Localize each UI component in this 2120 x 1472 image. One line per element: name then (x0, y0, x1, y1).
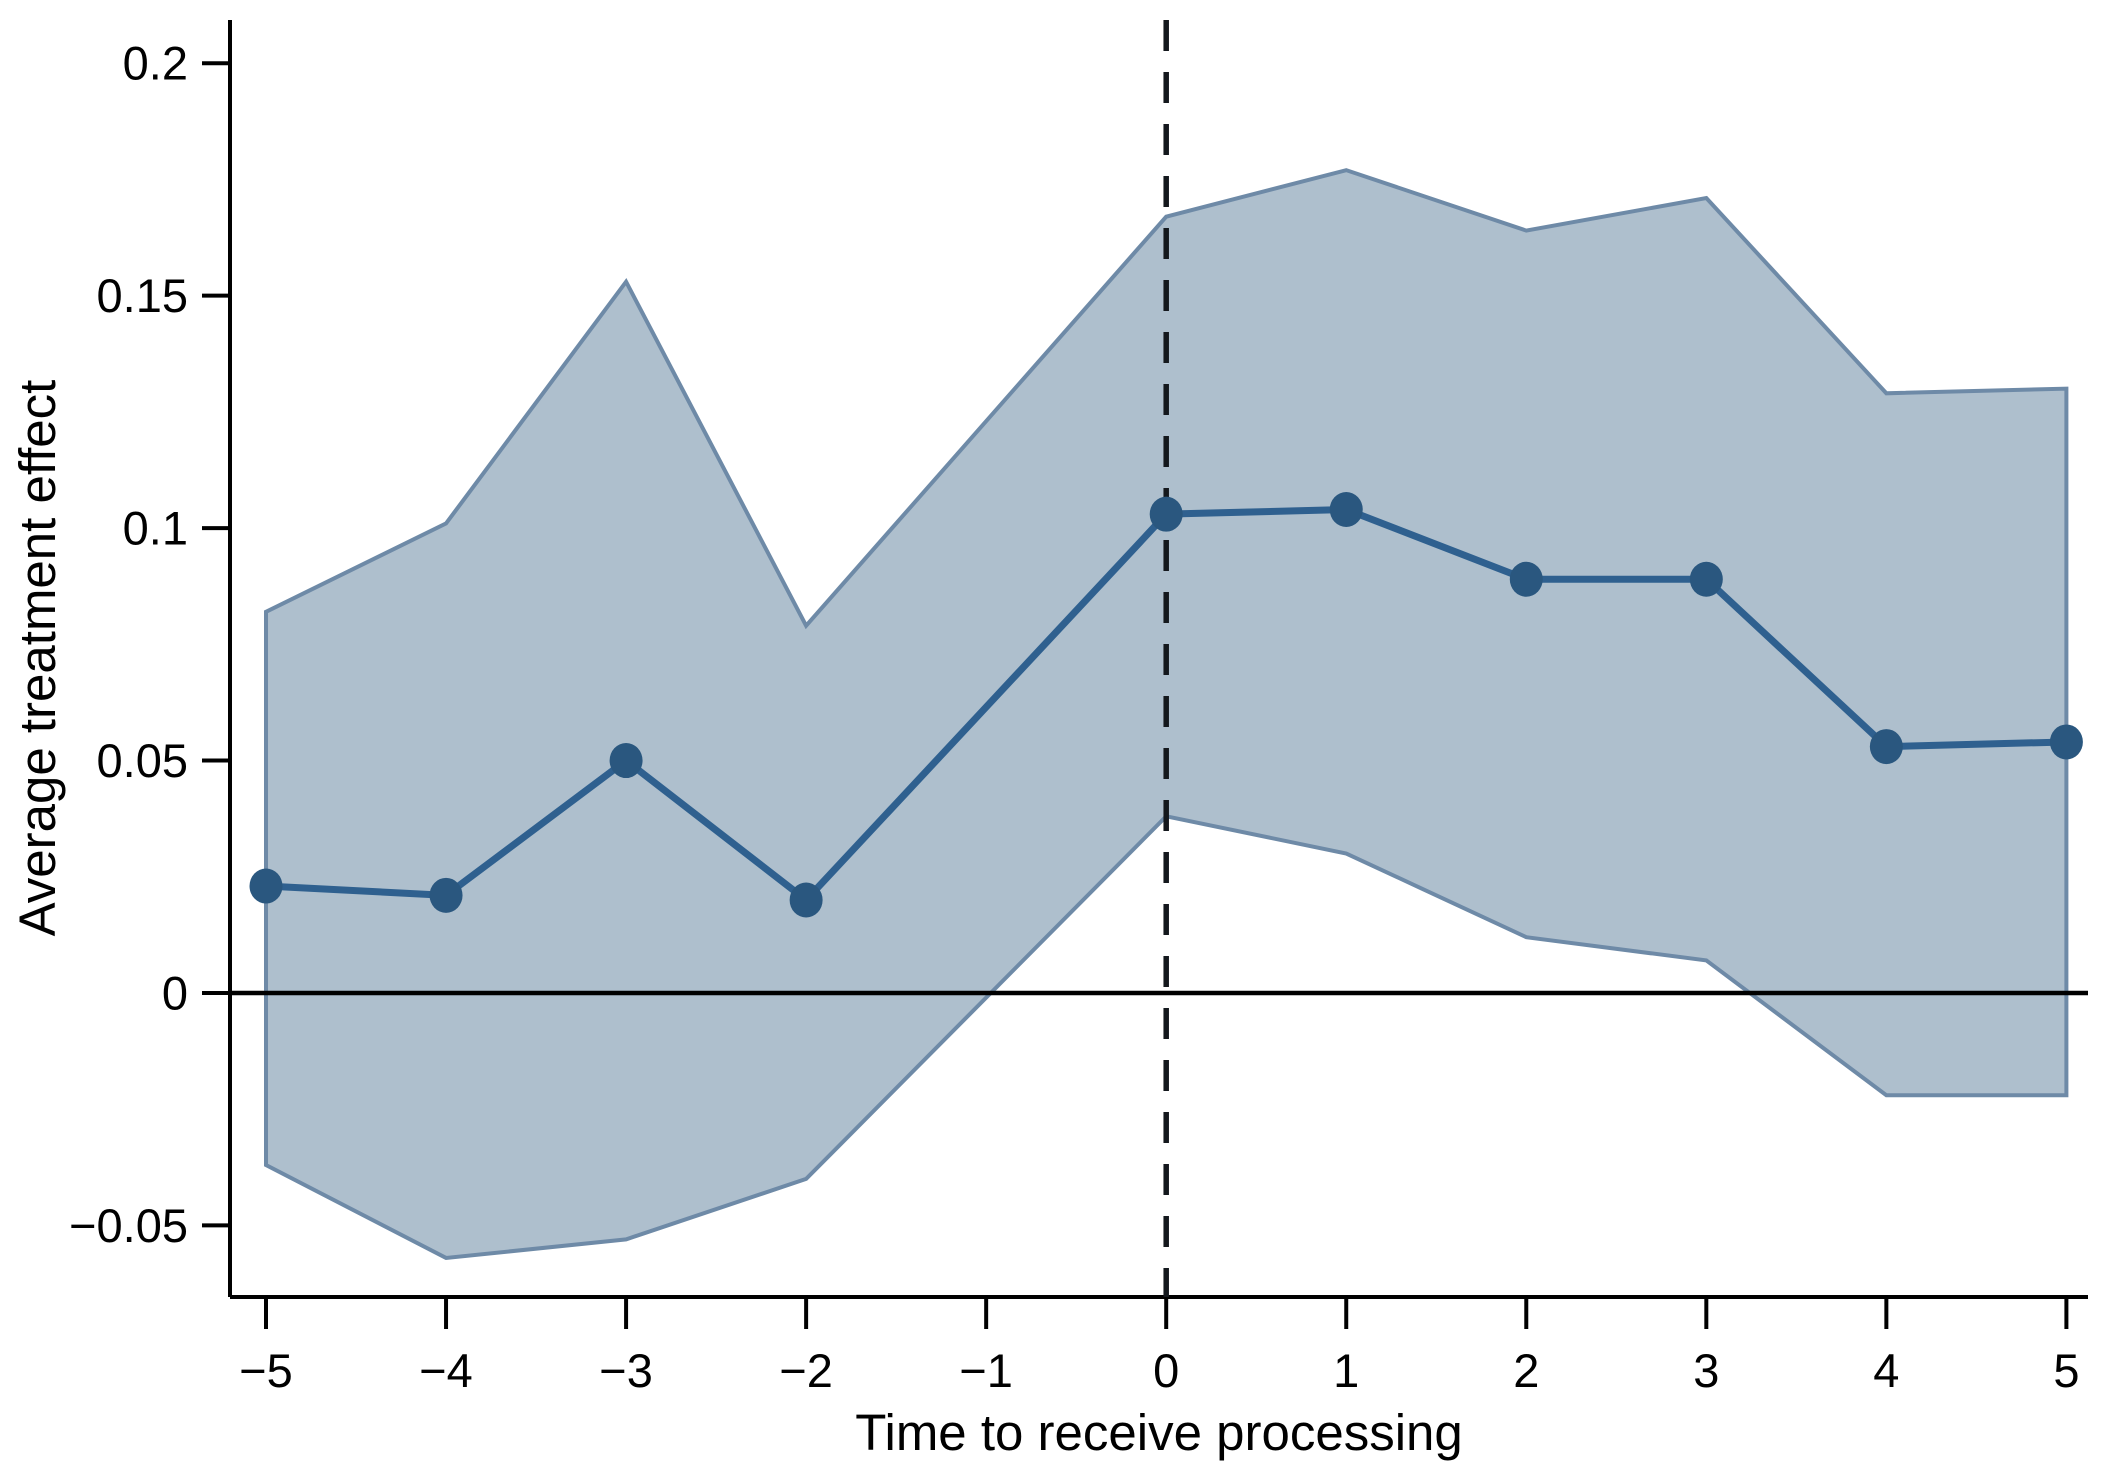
ate-marker (249, 868, 283, 904)
y-axis-title: Average treatment effect (9, 380, 66, 937)
ate-marker (429, 877, 463, 913)
x-tick-label: 3 (1693, 1344, 1719, 1397)
x-tick-label: −2 (779, 1344, 833, 1397)
ate-marker (609, 743, 643, 779)
y-tick-label: 0 (162, 966, 188, 1019)
ate-marker (1329, 492, 1363, 528)
ate-line (262, 506, 2070, 904)
x-tick-label: 4 (1873, 1344, 1899, 1397)
y-tick-label: 0.05 (97, 734, 188, 787)
x-tick-label: −4 (419, 1344, 473, 1397)
x-tick-label: −5 (239, 1344, 293, 1397)
x-tick-label: 5 (2053, 1344, 2079, 1397)
ate-marker (1149, 496, 1183, 532)
series-layer (249, 492, 2083, 918)
axes-and-zero-line-layer (202, 20, 2088, 1329)
ate-marker (1509, 561, 1543, 597)
ate-marker (789, 882, 823, 918)
y-tick-label: 0.2 (123, 37, 188, 90)
x-tick-label: 2 (1513, 1344, 1539, 1397)
x-tick-label: −3 (599, 1344, 653, 1397)
ate-marker (2049, 724, 2083, 760)
y-tick-label: 0.1 (123, 502, 188, 555)
y-tick-label: 0.15 (97, 269, 188, 322)
ate-marker (1869, 729, 1903, 765)
y-tick-label: −0.05 (69, 1199, 188, 1252)
x-axis-title: Time to receive processing (855, 1404, 1463, 1461)
x-tick-label: 1 (1333, 1344, 1359, 1397)
tick-label-layer: 0.2 0.15 0.1 0.05 0 −0.05 −5 −4 −3 −2 −1 0 1 2 3 4 5 (69, 37, 2079, 1397)
x-tick-label: −1 (959, 1344, 1013, 1397)
x-tick-label: 0 (1153, 1344, 1179, 1397)
ate-marker (1689, 561, 1723, 597)
